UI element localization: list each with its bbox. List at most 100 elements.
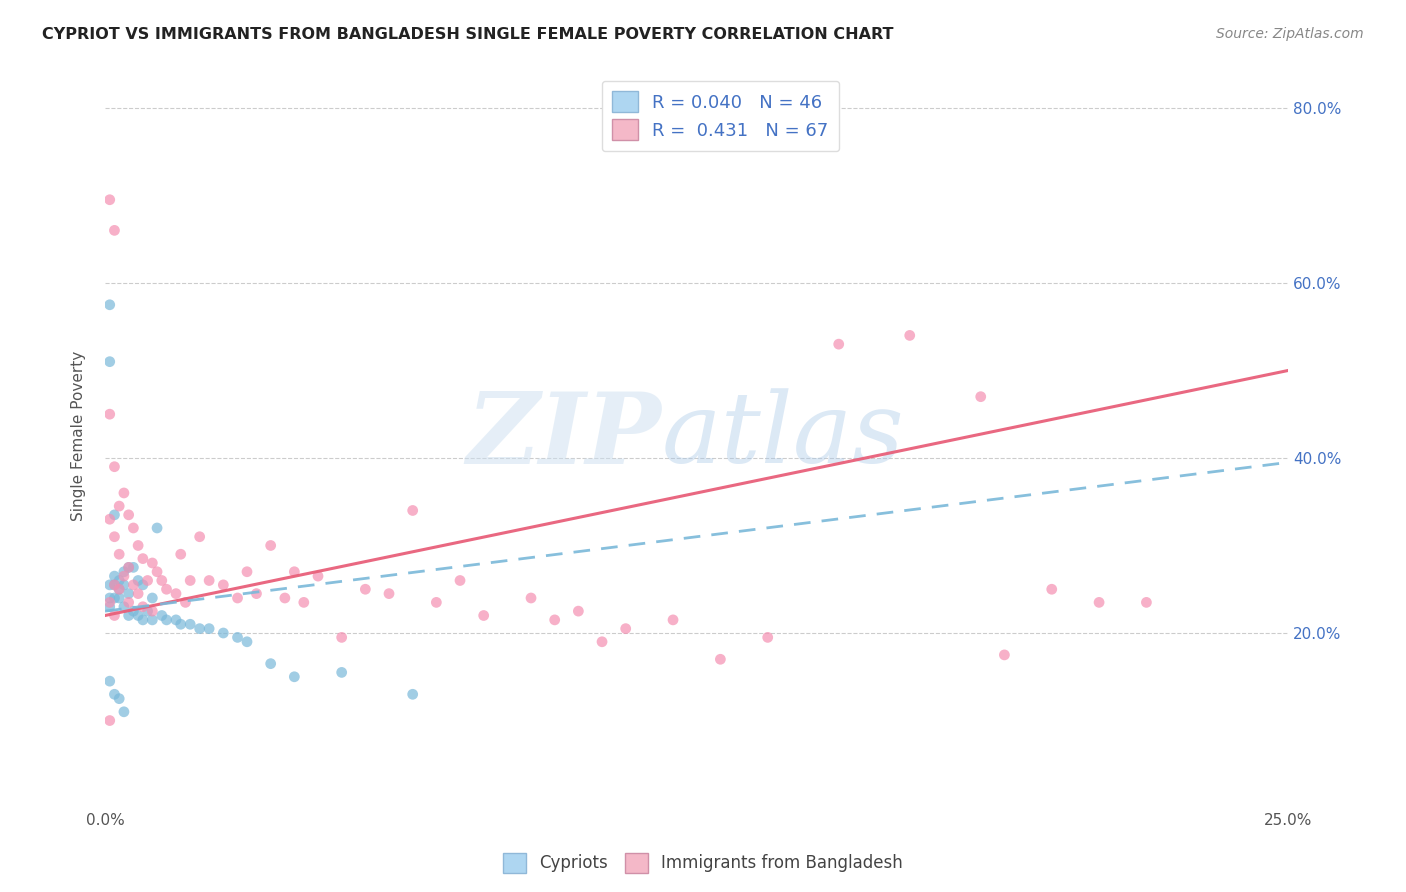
Point — [122, 578, 145, 592]
Point — [709, 652, 731, 666]
Point — [108, 591, 131, 605]
Point — [122, 521, 145, 535]
Text: ZIP: ZIP — [467, 388, 661, 484]
Point — [354, 582, 377, 597]
Point — [112, 599, 135, 614]
Point — [112, 578, 135, 592]
Point — [150, 574, 173, 588]
Point — [993, 648, 1015, 662]
Point — [141, 604, 163, 618]
Point — [970, 390, 993, 404]
Point — [127, 608, 149, 623]
Point — [174, 595, 197, 609]
Point — [245, 587, 267, 601]
Point — [98, 591, 121, 605]
Point — [103, 687, 125, 701]
Text: CYPRIOT VS IMMIGRANTS FROM BANGLADESH SINGLE FEMALE POVERTY CORRELATION CHART: CYPRIOT VS IMMIGRANTS FROM BANGLADESH SI… — [42, 27, 894, 42]
Point — [472, 608, 495, 623]
Point — [212, 578, 235, 592]
Point — [103, 223, 125, 237]
Point — [132, 578, 155, 592]
Point — [103, 591, 125, 605]
Point — [425, 595, 447, 609]
Point — [108, 499, 131, 513]
Point — [828, 337, 851, 351]
Point — [98, 512, 121, 526]
Point — [756, 631, 779, 645]
Point — [112, 569, 135, 583]
Point — [112, 705, 135, 719]
Point — [591, 634, 613, 648]
Point — [662, 613, 685, 627]
Point — [165, 587, 187, 601]
Point — [98, 595, 121, 609]
Point — [132, 599, 155, 614]
Point — [98, 599, 121, 614]
Point — [236, 634, 259, 648]
Point — [330, 631, 353, 645]
Point — [170, 547, 193, 561]
Point — [118, 560, 141, 574]
Point — [155, 582, 177, 597]
Point — [118, 560, 141, 574]
Point — [112, 565, 135, 579]
Point — [98, 714, 121, 728]
Text: Source: ZipAtlas.com: Source: ZipAtlas.com — [1216, 27, 1364, 41]
Point — [127, 587, 149, 601]
Point — [122, 604, 145, 618]
Point — [283, 670, 305, 684]
Point — [402, 687, 425, 701]
Y-axis label: Single Female Poverty: Single Female Poverty — [72, 351, 86, 521]
Point — [165, 613, 187, 627]
Point — [103, 530, 125, 544]
Point — [188, 622, 211, 636]
Point — [283, 565, 305, 579]
Point — [108, 547, 131, 561]
Point — [103, 608, 125, 623]
Point — [103, 569, 125, 583]
Point — [188, 530, 211, 544]
Point — [155, 613, 177, 627]
Point — [226, 631, 249, 645]
Point — [98, 407, 121, 421]
Point — [98, 193, 121, 207]
Point — [1040, 582, 1063, 597]
Point — [98, 578, 121, 592]
Point — [103, 459, 125, 474]
Point — [260, 657, 283, 671]
Text: atlas: atlas — [661, 388, 904, 483]
Point — [402, 503, 425, 517]
Point — [108, 582, 131, 597]
Point — [118, 595, 141, 609]
Point — [179, 617, 201, 632]
Point — [127, 574, 149, 588]
Point — [98, 298, 121, 312]
Point — [141, 591, 163, 605]
Point — [103, 508, 125, 522]
Point — [141, 613, 163, 627]
Point — [170, 617, 193, 632]
Point — [141, 556, 163, 570]
Point — [136, 604, 159, 618]
Point — [118, 587, 141, 601]
Point — [614, 622, 637, 636]
Point — [330, 665, 353, 680]
Point — [136, 574, 159, 588]
Point — [108, 582, 131, 597]
Point — [292, 595, 315, 609]
Point — [226, 591, 249, 605]
Point — [449, 574, 471, 588]
Point — [236, 565, 259, 579]
Point — [132, 551, 155, 566]
Point — [260, 539, 283, 553]
Point — [146, 521, 169, 535]
Point — [98, 674, 121, 689]
Point — [274, 591, 297, 605]
Point — [179, 574, 201, 588]
Point — [567, 604, 589, 618]
Point — [108, 574, 131, 588]
Point — [122, 560, 145, 574]
Point — [103, 578, 125, 592]
Point — [118, 508, 141, 522]
Point — [112, 486, 135, 500]
